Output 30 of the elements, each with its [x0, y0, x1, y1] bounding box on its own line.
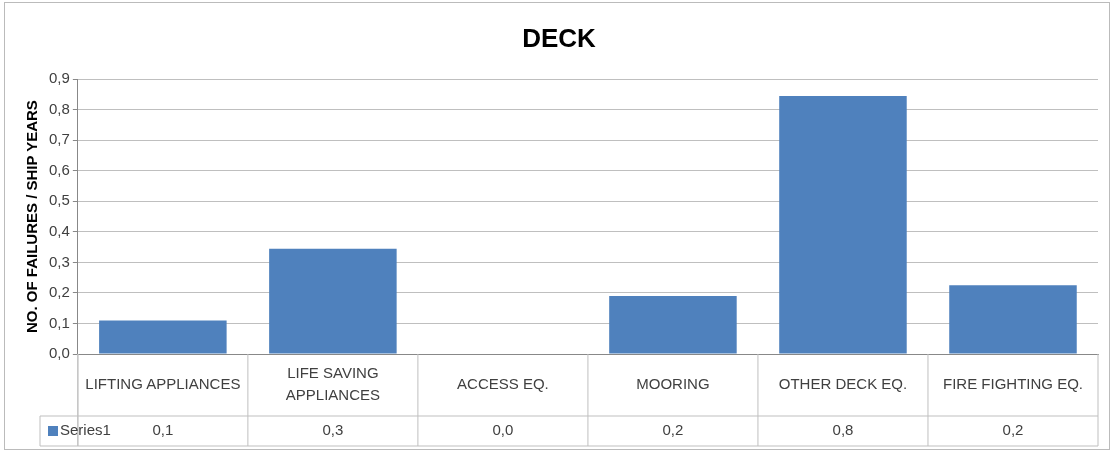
x-tick-label: FIRE FIGHTING EQ.	[942, 375, 1083, 393]
x-tick-label: ACCESS EQ.	[457, 375, 549, 393]
data-label: 0,8	[832, 421, 854, 439]
bar	[949, 285, 1077, 354]
x-tick-label: MOORING	[636, 375, 710, 393]
data-label: 0,3	[322, 421, 344, 439]
data-label: 0,0	[492, 421, 514, 439]
data-label: 0,2	[1002, 421, 1024, 439]
y-tick-label: 0,6	[48, 160, 70, 178]
bar	[779, 95, 907, 354]
y-tick-label: 0,5	[48, 191, 70, 209]
y-tick-label: 0,4	[48, 222, 70, 240]
y-tick-label: 0,9	[48, 69, 70, 87]
y-tick-label: 0,7	[48, 130, 70, 148]
x-tick-label: OTHER DECK EQ.	[778, 375, 908, 393]
bar	[99, 320, 227, 354]
bar	[609, 295, 737, 354]
x-tick-label: LIFTING APPLIANCES	[85, 375, 241, 393]
data-label: 0,1	[152, 421, 174, 439]
data-label: 0,2	[662, 421, 684, 439]
legend-label: Series1	[60, 421, 111, 439]
chart-title: DECK	[522, 22, 597, 53]
x-tick-label: LIFE SAVING APPLIANCES	[285, 364, 380, 404]
bar	[269, 248, 397, 354]
y-axis-title: NO. OF FAILURES / SHIP YEARS	[23, 100, 41, 334]
y-tick-label: 0,8	[48, 99, 70, 117]
y-tick-label: 0,3	[48, 252, 70, 270]
y-tick-label: 0,0	[48, 344, 70, 362]
y-tick-label: 0,2	[48, 283, 70, 301]
y-tick-label: 0,1	[48, 313, 70, 331]
